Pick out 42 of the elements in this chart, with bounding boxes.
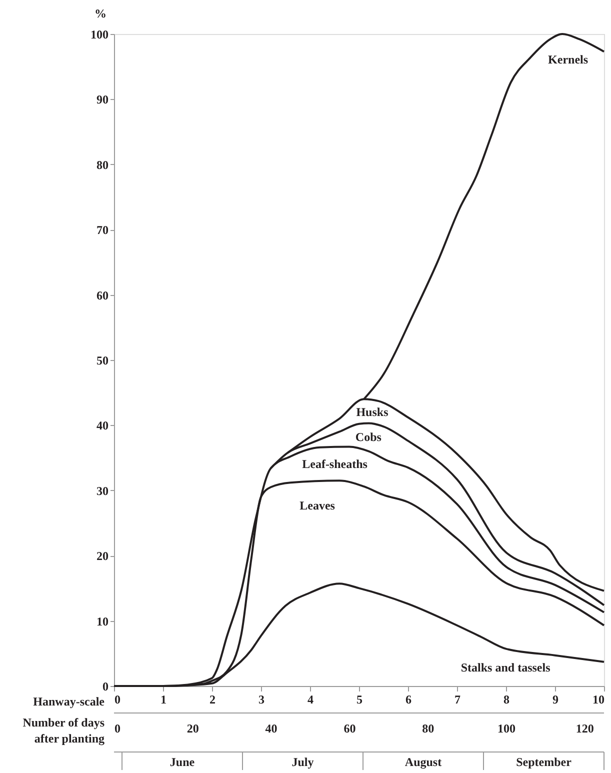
x2-axis-title: Number of days after planting	[22, 716, 105, 746]
x-tick-label: 9	[552, 692, 558, 706]
x-tick-label: 7	[454, 692, 460, 706]
series-label: Stalks and tassels	[460, 660, 551, 674]
y-axis-title: %	[94, 6, 106, 20]
series-label: Husks	[356, 405, 389, 420]
y-tick-label: 10	[96, 614, 108, 628]
series-label: Kernels	[548, 52, 588, 67]
x-tick-label: 6	[406, 692, 412, 706]
x2-tick-label: 0	[114, 722, 120, 736]
y-tick-label: 0	[102, 680, 108, 694]
x-tick-label: 4	[308, 692, 314, 706]
y-tick-label: 80	[96, 158, 108, 172]
text: August	[404, 755, 442, 769]
text: September	[516, 755, 572, 769]
x-tick-label: 0	[114, 692, 120, 706]
x2-tick-label: 100	[498, 722, 516, 736]
y-tick-label: 20	[96, 549, 108, 564]
y-tick-label: 100	[90, 28, 108, 42]
y-tick-label: 50	[96, 354, 108, 368]
text: July	[292, 755, 314, 769]
x2-tick-label: 80	[422, 722, 434, 736]
y-tick-label: 70	[96, 223, 108, 238]
x-tick-label: 10	[592, 692, 604, 706]
y-tick-label: 30	[96, 484, 108, 498]
x2-tick-label: 20	[186, 722, 199, 736]
y-tick-label: 60	[96, 288, 108, 302]
x-axis-title: Hanway-scale	[33, 694, 106, 708]
x-tick-label: 2	[210, 692, 216, 706]
y-tick-label: 40	[96, 418, 108, 433]
x-tick-label: 8	[504, 692, 510, 706]
x2-tick-label: 60	[344, 722, 356, 736]
series-label: Leaves	[300, 498, 336, 512]
x2-tick-label: 40	[265, 722, 278, 736]
series-label: Leaf-sheaths	[302, 456, 368, 471]
x-tick-label: 3	[258, 692, 264, 706]
y-tick-label: 90	[96, 92, 108, 107]
x-tick-label: 1	[160, 692, 166, 706]
x2-tick-label: 120	[576, 722, 594, 736]
series-label: Cobs	[355, 430, 382, 444]
x-tick-label: 5	[356, 692, 362, 706]
text: June	[170, 755, 196, 769]
